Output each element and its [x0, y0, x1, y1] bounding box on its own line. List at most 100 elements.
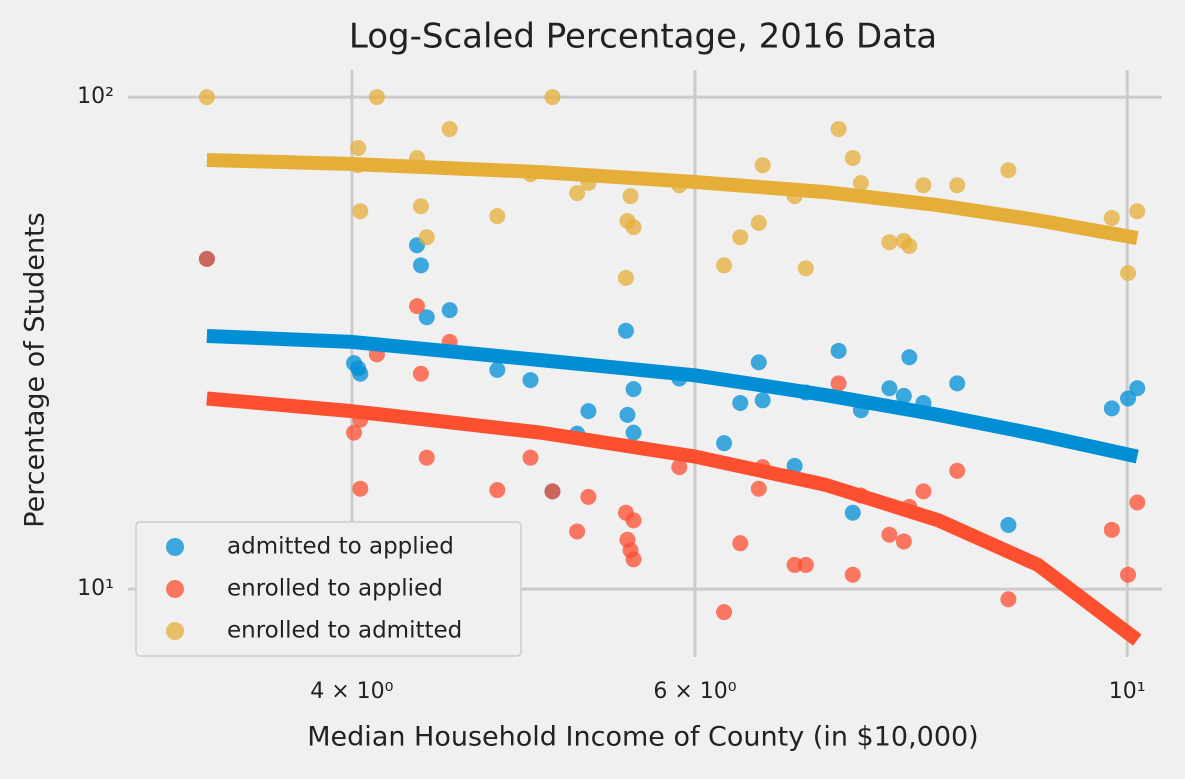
- scatter-point: [915, 177, 932, 194]
- scatter-point: [441, 302, 458, 319]
- fit-line: [206, 152, 1139, 245]
- scatter-point: [198, 250, 215, 267]
- scatter-point: [830, 375, 847, 392]
- scatter-point: [732, 229, 749, 246]
- scatter-point: [716, 604, 733, 621]
- scatter-point: [949, 375, 966, 392]
- scatter-point: [750, 480, 767, 497]
- scatter-point: [489, 208, 506, 225]
- scatter-point: [625, 424, 642, 441]
- scatter-point: [732, 535, 749, 552]
- chart-title: Log-Scaled Percentage, 2016 Data: [349, 17, 937, 57]
- legend-box: [135, 521, 522, 657]
- scatter-point: [844, 149, 861, 166]
- scatter-point: [852, 174, 869, 191]
- scatter-point: [569, 523, 586, 540]
- scatter-point: [949, 177, 966, 194]
- scatter-point: [915, 483, 932, 500]
- legend-label: enrolled to applied: [227, 576, 443, 602]
- scatter-point: [1120, 566, 1137, 583]
- scatter-point: [580, 488, 597, 505]
- scatter-point: [441, 121, 458, 138]
- scatter-point: [732, 394, 749, 411]
- scatter-point: [544, 89, 561, 106]
- x-axis-label: Median Household Income of County (in $1…: [307, 722, 978, 753]
- scatter-point: [949, 462, 966, 479]
- scatter-point: [368, 89, 385, 106]
- scatter-point: [1103, 209, 1120, 226]
- legend-marker: [166, 622, 184, 640]
- x-tick-label: 4 × 10⁰: [310, 679, 393, 704]
- scatter-point: [901, 238, 918, 255]
- scatter-point: [489, 482, 506, 499]
- scatter-point: [895, 387, 912, 404]
- scatter-point: [352, 480, 369, 497]
- scatter-point: [418, 449, 435, 466]
- scatter-point: [830, 342, 847, 359]
- scatter-point: [522, 449, 539, 466]
- scatter-point: [786, 556, 803, 573]
- scatter-point: [544, 483, 561, 500]
- scatter-point: [830, 121, 847, 138]
- scatter-point: [619, 406, 636, 423]
- scatter-point: [1129, 203, 1146, 220]
- scatter-point: [489, 361, 506, 378]
- scatter-point: [580, 403, 597, 420]
- scatter-point: [754, 157, 771, 174]
- x-tick-label: 6 × 10⁰: [653, 679, 736, 704]
- scatter-point: [895, 533, 912, 550]
- scatter-point: [412, 365, 429, 382]
- scatter-point: [409, 298, 426, 315]
- scatter-point: [844, 566, 861, 583]
- scatter-point: [617, 322, 634, 339]
- scatter-point: [1120, 390, 1137, 407]
- scatter-point: [350, 139, 367, 156]
- scatter-point: [625, 219, 642, 236]
- scatter-point: [622, 188, 639, 205]
- legend-marker: [166, 580, 184, 598]
- fit-line: [206, 328, 1139, 464]
- scatter-point: [352, 203, 369, 220]
- scatter-point: [1000, 162, 1017, 179]
- scatter-point: [418, 309, 435, 326]
- scatter-point: [844, 504, 861, 521]
- scatter-point: [881, 234, 898, 251]
- scatter-point: [418, 229, 435, 246]
- scatter-point: [1000, 591, 1017, 608]
- scatter-point: [797, 556, 814, 573]
- scatter-point: [412, 257, 429, 274]
- scatter-point: [625, 551, 642, 568]
- scatter-point: [352, 365, 369, 382]
- scatter-point: [750, 214, 767, 231]
- scatter-point: [1120, 265, 1137, 282]
- y-tick-label: 10²: [77, 84, 114, 109]
- scatter-point: [671, 459, 688, 476]
- scatter-point: [569, 185, 586, 202]
- fit-line: [206, 391, 1142, 646]
- scatter-point: [412, 198, 429, 215]
- y-axis-label: Percentage of Students: [20, 212, 51, 527]
- scatter-point: [617, 269, 634, 286]
- scatter-point: [1000, 517, 1017, 534]
- scatter-point: [750, 354, 767, 371]
- scatter-point: [1129, 380, 1146, 397]
- scatter-point: [346, 424, 363, 441]
- scatter-point: [716, 257, 733, 274]
- scatter-point: [522, 372, 539, 389]
- legend-label: enrolled to admitted: [227, 618, 462, 644]
- x-tick-label: 10¹: [1109, 679, 1146, 704]
- legend-label: admitted to applied: [227, 534, 454, 560]
- scatter-point: [881, 526, 898, 543]
- scatter-point: [797, 260, 814, 277]
- scatter-point: [754, 392, 771, 409]
- scatter-point: [901, 349, 918, 366]
- scatter-point: [198, 89, 215, 106]
- scatter-point: [881, 380, 898, 397]
- scatter-point: [716, 435, 733, 452]
- legend-marker: [166, 538, 184, 556]
- scatter-point: [1103, 521, 1120, 538]
- scatter-point: [1129, 494, 1146, 511]
- scatter-point: [625, 381, 642, 398]
